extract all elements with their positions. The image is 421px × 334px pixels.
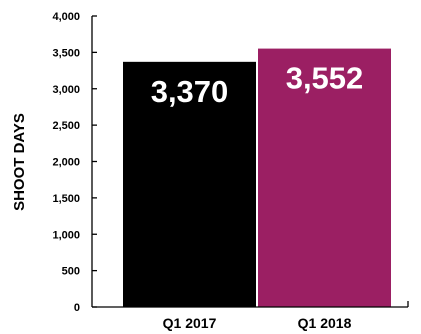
y-tick-label: 4,000 (52, 11, 80, 23)
data-label: 3,552 (286, 61, 364, 96)
y-tick-label: 3,500 (52, 47, 80, 59)
data-label: 3,370 (151, 74, 229, 109)
y-tick-label: 2,000 (52, 157, 80, 169)
y-tick-label: 2,500 (52, 120, 80, 132)
y-axis-title: SHOOT DAYS (11, 113, 28, 211)
x-tick-label: Q1 2017 (163, 315, 217, 331)
bar (123, 61, 256, 307)
x-tick-label: Q1 2018 (298, 315, 352, 331)
bars: 3,370 3,552 (123, 48, 391, 307)
y-tick-label: 1,000 (52, 229, 80, 241)
y-axis: 0 500 1,000 1,500 2,000 2,500 3,000 3,500 4,000 (52, 11, 97, 314)
y-tick-label: 0 (74, 302, 80, 314)
y-tick-label: 3,000 (52, 84, 80, 96)
x-axis: Q1 2017 Q1 2018 (92, 301, 409, 331)
bar (258, 48, 391, 307)
y-tick-label: 500 (62, 266, 80, 278)
y-tick-label: 1,500 (52, 193, 80, 205)
